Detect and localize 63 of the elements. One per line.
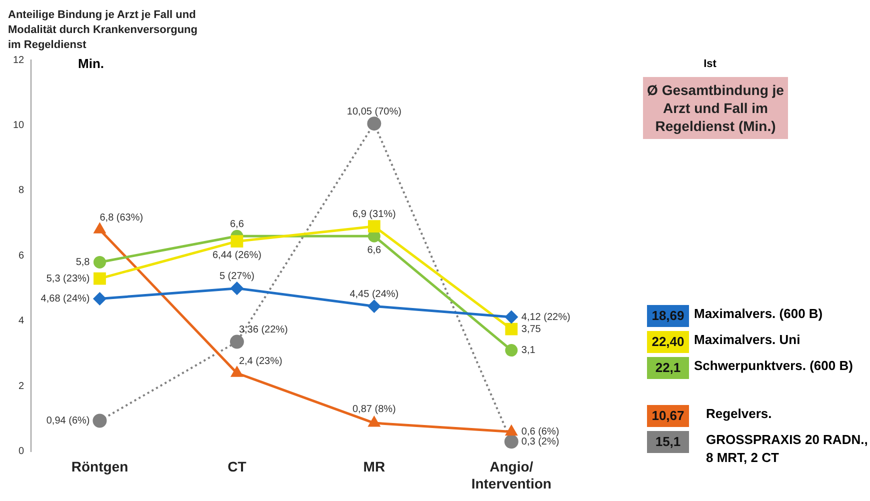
x-tick-label: Röntgen — [71, 458, 128, 475]
data-label: 6,6 — [230, 218, 244, 230]
x-tick-label: CT — [228, 458, 247, 475]
data-label: 3,75 — [521, 324, 542, 335]
y-tick-label: 4 — [18, 316, 25, 327]
y-tick-label: 12 — [13, 54, 25, 66]
y-axis-title: Min. — [78, 56, 104, 71]
point — [506, 426, 517, 436]
data-label: 5,3 (23%) — [46, 273, 90, 284]
legend-label: GROSSPRAXIS 20 RADN., 8 MRT, 2 CT — [706, 431, 869, 467]
point — [230, 334, 244, 349]
data-label: 5 (27%) — [219, 271, 254, 282]
data-label: 0,87 (8%) — [352, 404, 396, 415]
data-label: 3,36 (22%) — [238, 324, 288, 336]
point — [94, 223, 106, 234]
data-label: 4,45 (24%) — [350, 289, 399, 300]
point — [505, 310, 518, 324]
data-label: 4,68 (24%) — [40, 294, 90, 305]
text: 22,40 — [647, 331, 689, 353]
point — [368, 300, 380, 313]
data-label: 3,1 — [521, 345, 536, 356]
legend-label: Regelvers. — [706, 405, 772, 423]
point — [368, 220, 380, 233]
x-tick-label: Angio/Intervention — [471, 458, 552, 492]
legend-label: Schwerpunktvers. (600 B) — [694, 357, 853, 375]
text: Ist — [702, 58, 718, 70]
data-label: 2,4 (23%) — [238, 356, 282, 367]
point — [93, 256, 106, 268]
y-tick-label: 2 — [18, 380, 25, 392]
data-label: 5,8 — [76, 256, 90, 268]
y-tick-label: 0 — [18, 446, 25, 458]
point — [505, 322, 518, 336]
point — [505, 344, 518, 357]
y-tick-label: 10 — [13, 120, 25, 131]
data-label: 4,12 (22%) — [521, 312, 570, 323]
data-label: 10,05 (70%) — [346, 106, 402, 118]
point — [94, 272, 106, 285]
point — [93, 292, 106, 306]
text: 10,67 — [647, 405, 689, 427]
point — [231, 366, 243, 377]
legend-label: Maximalvers. Uni — [694, 331, 800, 349]
point — [92, 414, 107, 428]
data-label: 0,3 (2%) — [521, 436, 560, 448]
y-tick-label: 6 — [18, 250, 25, 262]
text: 18,69 — [647, 305, 689, 327]
point — [230, 282, 244, 295]
text: Ø Gesamtbindung je Arzt und Fall im Regeldienst (Min.) — [643, 77, 788, 139]
data-label: 0,94 (6%) — [46, 415, 90, 426]
point — [504, 434, 518, 449]
data-label: 6,44 (26%) — [212, 250, 262, 262]
data-label: 0,6 (6%) — [521, 426, 560, 438]
text: 22,1 — [647, 357, 689, 379]
data-label: 6,9 (31%) — [352, 209, 396, 220]
point — [230, 235, 244, 248]
chart-title: Anteilige Bindung je Arzt je Fall und Modalität durch Krankenversorgung im Regeldienst — [8, 8, 198, 53]
legend-label: Maximalvers. (600 B) — [694, 305, 823, 323]
point — [367, 116, 382, 131]
y-tick-label: 8 — [18, 185, 25, 196]
text: 15,1 — [647, 431, 689, 453]
data-label: 6,8 (63%) — [100, 212, 144, 224]
data-label: 6,6 — [367, 244, 382, 256]
point — [368, 416, 380, 427]
x-tick-label: MR — [363, 458, 386, 475]
